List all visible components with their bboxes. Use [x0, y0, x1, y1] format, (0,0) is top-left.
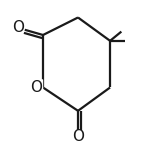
Text: O: O	[30, 80, 42, 95]
Text: O: O	[72, 129, 84, 144]
Text: O: O	[12, 20, 24, 35]
